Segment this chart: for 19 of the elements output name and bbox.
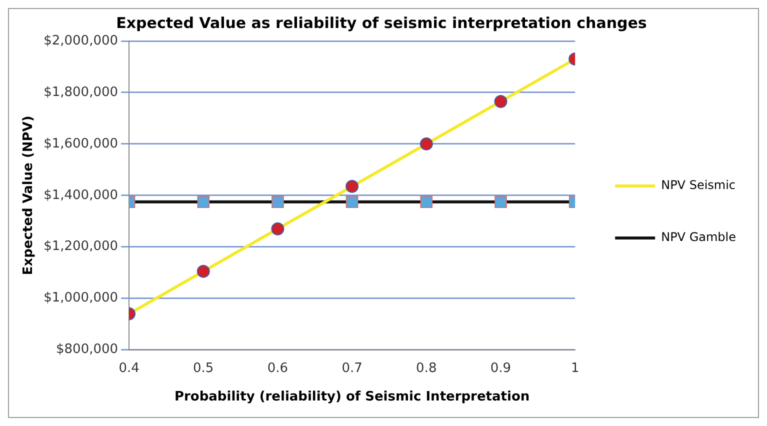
legend-label: NPV Seismic bbox=[661, 178, 736, 192]
y-tick-label: $1,000,000 bbox=[44, 290, 118, 306]
chart-title: Expected Value as reliability of seismic interpretation changes bbox=[116, 14, 647, 32]
y-tick-label: $1,400,000 bbox=[44, 188, 118, 203]
x-tick-label: 0.7 bbox=[342, 360, 362, 376]
y-tick-label: $1,800,000 bbox=[44, 84, 118, 100]
legend-label: NPV Gamble bbox=[661, 230, 736, 244]
x-tick-label: 0.6 bbox=[267, 360, 288, 376]
y-tick-label: $800,000 bbox=[56, 342, 118, 358]
x-tick-label: 0.9 bbox=[490, 360, 512, 376]
x-tick-label: 0.4 bbox=[118, 360, 140, 376]
y-tick-label: $1,600,000 bbox=[44, 136, 118, 152]
x-tick-label: 0.5 bbox=[193, 360, 214, 376]
y-tick-label: $1,200,000 bbox=[44, 239, 118, 254]
y-tick-label: $2,000,000 bbox=[44, 33, 118, 48]
x-axis-title: Probability (reliability) of Seismic Interpretation bbox=[174, 390, 530, 405]
x-tick-label: 1 bbox=[570, 360, 580, 376]
y-axis-title: Expected Value (NPV) bbox=[21, 116, 36, 276]
x-tick-label: 0.8 bbox=[416, 360, 437, 376]
